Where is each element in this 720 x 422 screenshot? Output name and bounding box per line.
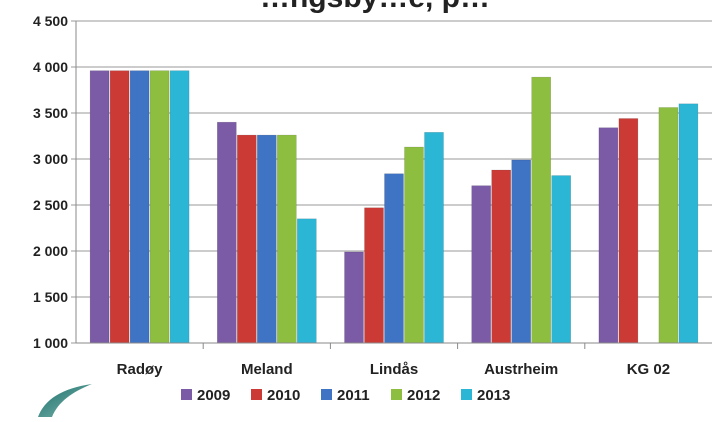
- bar-rad-y-2012: [149, 70, 170, 344]
- bar-meland-2013: [296, 218, 317, 344]
- y-tick-label: 3 500: [33, 105, 68, 121]
- bar-meland-2009: [217, 121, 237, 344]
- bar-rad-y-2009: [89, 70, 110, 344]
- bar-austrheim-2010: [491, 169, 512, 344]
- y-tick-label: 4 000: [33, 59, 68, 75]
- bar-austrheim-2013: [551, 175, 572, 344]
- bar-lind-s-2010: [364, 207, 384, 344]
- y-tick-label: 2 000: [33, 243, 68, 259]
- legend-label-2012: 2012: [407, 387, 440, 404]
- bar-rad-y-2013: [169, 70, 190, 344]
- bar-austrheim-2009: [471, 185, 492, 344]
- y-tick-label: 2 500: [33, 197, 68, 213]
- legend-label-2010: 2010: [267, 387, 300, 404]
- legend-swatch-2012: [391, 389, 402, 400]
- legend-swatch-2010: [251, 389, 262, 400]
- leaf-swoosh-logo: [38, 384, 92, 417]
- x-category-label: Lindås: [370, 361, 418, 378]
- bar-austrheim-2012: [531, 76, 552, 344]
- bar-lind-s-2012: [404, 146, 424, 344]
- bar-rad-y-2010: [109, 70, 130, 344]
- y-tick-label: 3 000: [33, 151, 68, 167]
- bar-lind-s-2013: [424, 132, 444, 344]
- x-category-label: Meland: [241, 361, 293, 378]
- x-category-label: Radøy: [117, 361, 164, 378]
- bar-meland-2012: [276, 134, 297, 344]
- bar-kg-02-2013: [678, 103, 699, 344]
- y-tick-label: 4 500: [33, 13, 68, 29]
- legend-label-2011: 2011: [337, 387, 370, 404]
- bar-kg-02-2012: [658, 107, 679, 344]
- axes: 1 000 1 500 2 000 2 500 3 000 3 500 4 000 4 500…: [33, 13, 712, 378]
- bar-kg-02-2009: [598, 127, 619, 344]
- bar-lind-s-2011: [384, 173, 404, 344]
- bar-meland-2010: [237, 134, 257, 344]
- y-tick-label: 1 000: [33, 335, 68, 351]
- legend-label-2009: 2009: [197, 387, 230, 404]
- x-category-label: Austrheim: [484, 361, 558, 378]
- legend-label-2013: 2013: [477, 387, 510, 404]
- bars: [89, 70, 699, 344]
- bar-meland-2011: [256, 134, 277, 344]
- bar-kg-02-2010: [618, 118, 639, 344]
- legend-swatch-2013: [461, 389, 472, 400]
- legend-swatch-2011: [321, 389, 332, 400]
- legend-swatch-2009: [181, 389, 192, 400]
- bar-lind-s-2009: [344, 251, 364, 344]
- chart-title: …ngsby…e, p…: [260, 0, 490, 14]
- bar-rad-y-2011: [129, 70, 150, 344]
- bar-austrheim-2011: [511, 159, 532, 344]
- legend: 2009 2010 2011 2012 2013: [181, 387, 510, 404]
- y-tick-label: 1 500: [33, 289, 68, 305]
- x-category-label: KG 02: [627, 361, 670, 378]
